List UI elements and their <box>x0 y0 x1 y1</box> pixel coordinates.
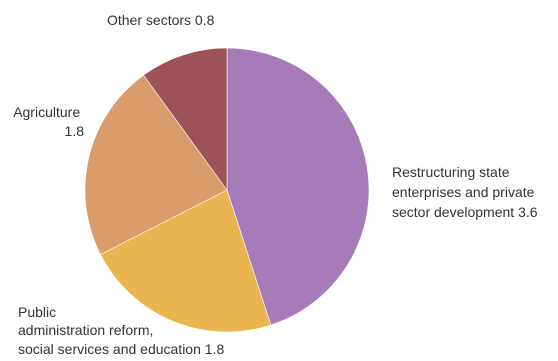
slice-agriculture <box>84 74 228 255</box>
slice-other-sectors <box>143 47 228 191</box>
label-restructuring: Restructuring state enterprises and priv… <box>392 164 538 220</box>
slice-public-administration <box>100 189 272 333</box>
label-public-administration: Public administration reform, social ser… <box>18 304 224 357</box>
slice-restructuring <box>226 47 370 326</box>
label-other-sectors: Other sectors 0.8 <box>107 12 215 28</box>
label-agriculture: Agriculture 1.8 <box>13 104 84 139</box>
pie-labels: Restructuring state enterprises and priv… <box>13 12 538 357</box>
pie-slices <box>84 47 370 333</box>
